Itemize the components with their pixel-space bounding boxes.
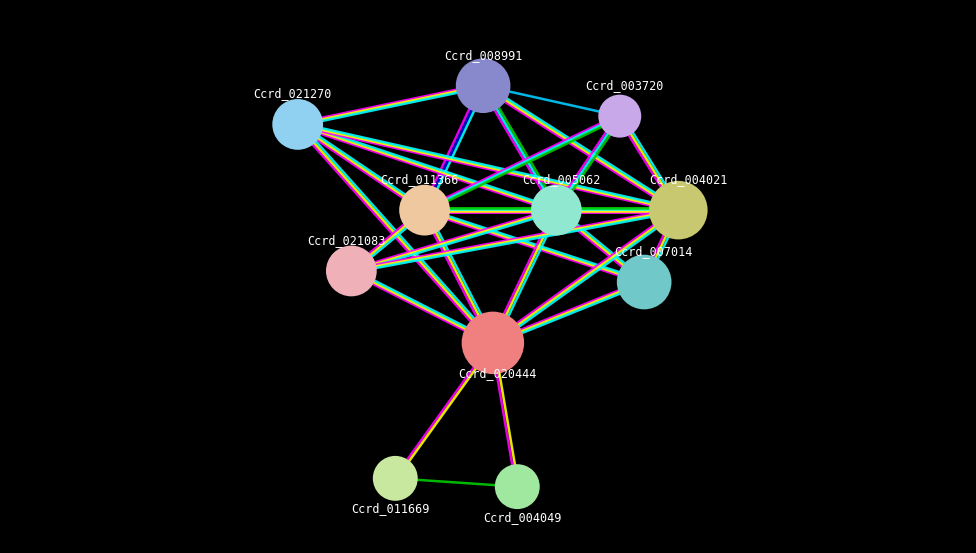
Ellipse shape [272, 99, 323, 150]
Ellipse shape [399, 185, 450, 236]
Ellipse shape [373, 456, 418, 501]
Ellipse shape [649, 181, 708, 239]
Text: Ccrd_011366: Ccrd_011366 [381, 173, 459, 186]
Ellipse shape [495, 464, 540, 509]
Text: Ccrd_004049: Ccrd_004049 [483, 510, 561, 524]
Text: Ccrd_003720: Ccrd_003720 [586, 79, 664, 92]
Ellipse shape [462, 312, 524, 374]
Text: Ccrd_021083: Ccrd_021083 [307, 234, 386, 247]
Ellipse shape [531, 185, 582, 236]
Text: Ccrd_007014: Ccrd_007014 [615, 245, 693, 258]
Ellipse shape [598, 95, 641, 138]
Text: Ccrd_008991: Ccrd_008991 [444, 49, 522, 62]
Text: Ccrd_011669: Ccrd_011669 [351, 502, 429, 515]
Ellipse shape [617, 255, 671, 309]
Ellipse shape [326, 246, 377, 296]
Text: Ccrd_020444: Ccrd_020444 [459, 367, 537, 380]
Text: Ccrd_004021: Ccrd_004021 [649, 173, 727, 186]
Text: Ccrd_005062: Ccrd_005062 [522, 173, 600, 186]
Text: Ccrd_021270: Ccrd_021270 [254, 87, 332, 101]
Ellipse shape [456, 59, 510, 113]
